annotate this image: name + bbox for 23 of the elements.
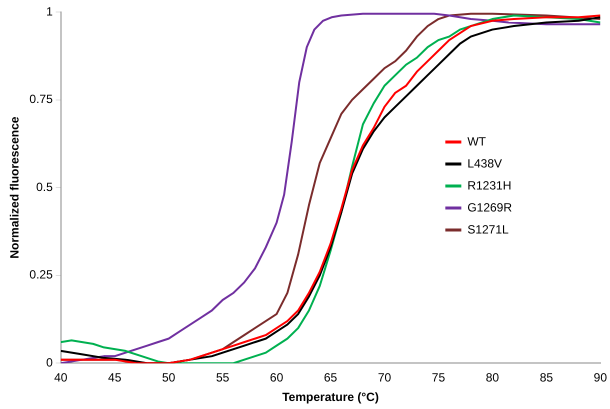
y-tick-label: 0.5	[36, 180, 54, 194]
y-tick-label: 0.75	[29, 92, 54, 106]
x-tick-label: 70	[378, 370, 392, 385]
x-tick-label: 90	[594, 370, 608, 385]
y-tick-label: 0.25	[29, 268, 54, 282]
x-tick-label: 45	[108, 370, 122, 385]
x-axis-title: Temperature (°C)	[282, 390, 379, 404]
y-axis-title: Normalized fluorescence	[8, 116, 22, 259]
y-tick-label: 1	[46, 4, 54, 18]
x-tick-label: 60	[270, 370, 284, 385]
x-tick-label: 80	[486, 370, 500, 385]
y-tick-label: 0	[46, 356, 54, 370]
legend-label: WT	[467, 134, 487, 148]
x-tick-label: 50	[162, 370, 176, 385]
legend-label: G1269R	[467, 200, 512, 214]
x-tick-label: 85	[540, 370, 554, 385]
x-tick-label: 55	[216, 370, 230, 385]
x-tick-label: 75	[432, 370, 446, 385]
legend-label: S1271L	[467, 222, 510, 236]
legend-label: R1231H	[467, 178, 512, 192]
x-tick-label: 65	[324, 370, 338, 385]
legend-label: L438V	[467, 156, 502, 170]
x-tick-label: 40	[54, 370, 68, 385]
